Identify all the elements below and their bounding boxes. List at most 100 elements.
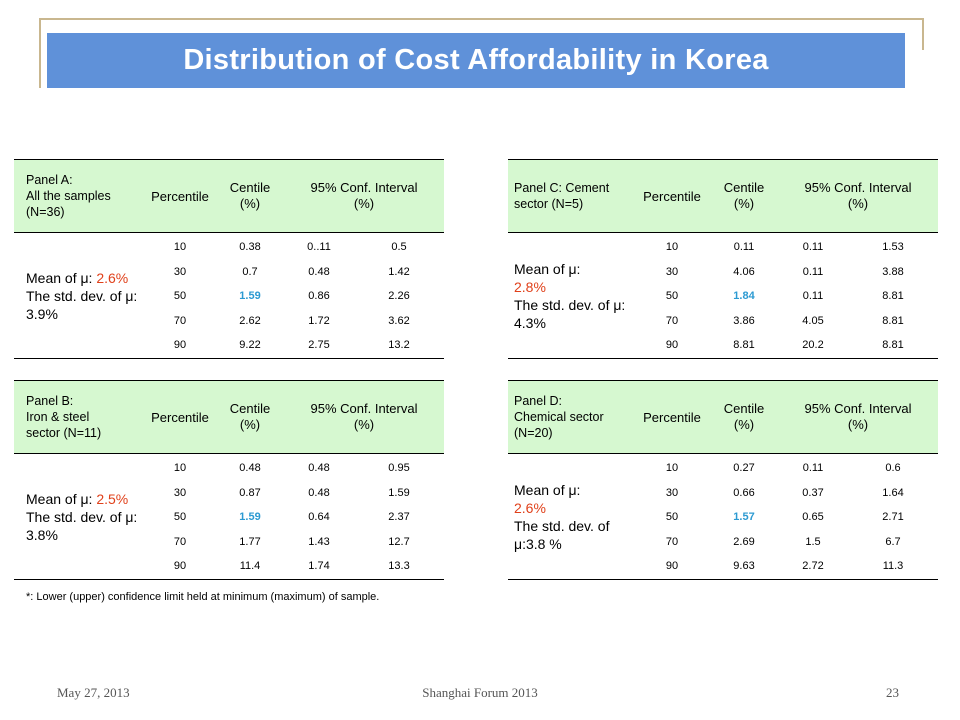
panel-a-label-line3: (N=36)	[26, 205, 65, 219]
centile-cell: 0.48	[239, 462, 261, 475]
centile-cell: 0.11	[733, 241, 755, 254]
footnote: *: Lower (upper) confidence limit held a…	[26, 591, 380, 603]
header-ci-line2: (%)	[847, 417, 869, 432]
footer-date: May 27, 2013	[57, 685, 130, 700]
ci-upper-cell: 6.7	[885, 535, 901, 548]
ci-upper-cell: 0.5	[391, 241, 407, 254]
ci-lower-cell: 0.48	[308, 265, 330, 278]
panel-a-mean: Mean of μ: 2.6%	[26, 269, 144, 287]
panel-d: Panel D: Chemical sector (N=20) Percenti…	[508, 380, 938, 580]
percentile-cell: 90	[665, 339, 679, 352]
panel-b-std: The std. dev. of μ: 3.8%	[26, 508, 138, 543]
ci-lower-cell: 20.2	[802, 339, 824, 352]
panel-c-label-line2: sector (N=5)	[514, 197, 584, 211]
panel-c-std: The std. dev. of μ: 4.3%	[514, 296, 626, 331]
table-row: 90 11.4 1.74 13.3	[144, 554, 444, 579]
panel-a-label-line1: Panel A:	[26, 173, 73, 187]
ci-upper-cell: 0.95	[388, 462, 410, 475]
header-percentile: Percentile	[643, 409, 701, 425]
panel-a-std: The std. dev. of μ: 3.9%	[26, 287, 138, 322]
centile-cell: 0.66	[733, 486, 755, 499]
panel-d-body: Mean of μ: 2.6% The std. dev. of μ:3.8 %…	[508, 454, 938, 580]
table-row: 10 0.48 0.48 0.95	[144, 456, 444, 481]
panel-c-label: Panel C: Cement sector (N=5)	[508, 180, 634, 212]
percentile-cell: 10	[173, 462, 187, 475]
panel-d-label-line3: (N=20)	[514, 426, 553, 440]
centile-cell: 0.7	[242, 265, 258, 278]
panel-d-header: Panel D: Chemical sector (N=20) Percenti…	[508, 380, 938, 454]
percentile-cell: 50	[665, 511, 679, 524]
centile-cell: 9.22	[239, 339, 261, 352]
panel-c-rows: 10 0.11 0.11 1.53 30 4.06 0.11 3.88 50 1.84 0.11 8.…	[634, 233, 938, 358]
ci-lower-cell: 1.72	[308, 314, 330, 327]
panel-b-label: Panel B: Iron & steel sector (N=11)	[14, 393, 144, 441]
panel-d-std: The std. dev. of μ:3.8 %	[514, 517, 610, 552]
ci-lower-cell: 1.5	[805, 535, 821, 548]
table-row: 10 0.11 0.11 1.53	[634, 235, 938, 260]
percentile-cell: 50	[173, 511, 187, 524]
panel-a-summary: Mean of μ: 2.6% The std. dev. of μ: 3.9%	[14, 233, 144, 358]
ci-upper-cell: 2.71	[882, 511, 904, 524]
panel-d-rows: 10 0.27 0.11 0.6 30 0.66 0.37 1.64 50 1.57 0.65 2.7…	[634, 454, 938, 579]
ci-upper-cell: 2.37	[388, 511, 410, 524]
panel-b-summary: Mean of μ: 2.5% The std. dev. of μ: 3.8%	[14, 454, 144, 579]
panel-a-rows: 10 0.38 0..11 0.5 30 0.7 0.48 1.42 50 1.59 0.86 2.2…	[144, 233, 444, 358]
mean-label: Mean of μ:	[26, 269, 97, 286]
percentile-cell: 70	[665, 535, 679, 548]
table-row: 30 0.87 0.48 1.59	[144, 481, 444, 506]
centile-cell: 3.86	[733, 314, 755, 327]
header-centile: Centile (%)	[216, 401, 284, 433]
panel-c-summary: Mean of μ: 2.8% The std. dev. of μ: 4.3%	[508, 233, 634, 358]
ci-upper-cell: 11.3	[882, 560, 904, 573]
ci-upper-cell: 2.26	[388, 290, 410, 303]
ci-upper-cell: 1.42	[388, 265, 410, 278]
header-centile: Centile (%)	[710, 180, 778, 212]
panel-a-label-line2: All the samples	[26, 189, 111, 203]
footer-event: Shanghai Forum 2013	[422, 685, 538, 700]
table-row: 70 2.69 1.5 6.7	[634, 530, 938, 555]
percentile-cell: 70	[173, 535, 187, 548]
centile-cell: 8.81	[733, 339, 755, 352]
header-centile-line2: (%)	[239, 417, 261, 432]
header-centile-line1: Centile	[229, 401, 271, 416]
panel-c: Panel C: Cement sector (N=5) Percentile …	[508, 159, 938, 359]
centile-cell: 0.38	[239, 241, 261, 254]
ci-lower-cell: 1.74	[308, 560, 330, 573]
table-row: 30 0.7 0.48 1.42	[144, 260, 444, 285]
table-row: 50 1.84 0.11 8.81	[634, 284, 938, 309]
panel-d-label-line2: Chemical sector	[514, 410, 604, 424]
header-conf-interval: 95% Conf. Interval (%)	[284, 401, 444, 433]
slide-title: Distribution of Cost Affordability in Ko…	[183, 44, 769, 76]
header-conf-interval: 95% Conf. Interval (%)	[284, 180, 444, 212]
table-row: 10 0.27 0.11 0.6	[634, 456, 938, 481]
ci-lower-cell: 1.43	[308, 535, 330, 548]
ci-upper-cell: 1.53	[882, 241, 904, 254]
centile-cell: 4.06	[733, 265, 755, 278]
header-ci-line2: (%)	[847, 196, 869, 211]
ci-lower-cell: 2.75	[308, 339, 330, 352]
ci-lower-cell: 0..11	[307, 241, 331, 254]
header-percentile: Percentile	[643, 188, 701, 204]
table-row: 50 1.59 0.86 2.26	[144, 284, 444, 309]
centile-cell: 0.27	[733, 462, 755, 475]
panel-a-body: Mean of μ: 2.6% The std. dev. of μ: 3.9%…	[14, 233, 444, 359]
centile-cell: 1.84	[733, 290, 755, 303]
percentile-cell: 10	[173, 241, 187, 254]
centile-cell: 1.57	[733, 511, 755, 524]
ci-lower-cell: 4.05	[802, 314, 824, 327]
ci-lower-cell: 0.64	[308, 511, 330, 524]
mean-value: 2.6%	[514, 499, 546, 516]
percentile-cell: 10	[665, 241, 679, 254]
table-row: 70 3.86 4.05 8.81	[634, 309, 938, 334]
ci-upper-cell: 3.88	[882, 265, 904, 278]
header-centile-line1: Centile	[723, 180, 765, 195]
header-ci-line1: 95% Conf. Interval	[804, 180, 912, 195]
table-row: 10 0.38 0..11 0.5	[144, 235, 444, 260]
mean-value: 2.5%	[96, 490, 129, 507]
table-row: 90 8.81 20.2 8.81	[634, 333, 938, 358]
ci-upper-cell: 1.64	[882, 486, 904, 499]
centile-cell: 9.63	[733, 560, 755, 573]
ci-upper-cell: 8.81	[882, 290, 904, 303]
ci-lower-cell: 0.11	[802, 290, 824, 303]
header-centile-line2: (%)	[733, 417, 755, 432]
